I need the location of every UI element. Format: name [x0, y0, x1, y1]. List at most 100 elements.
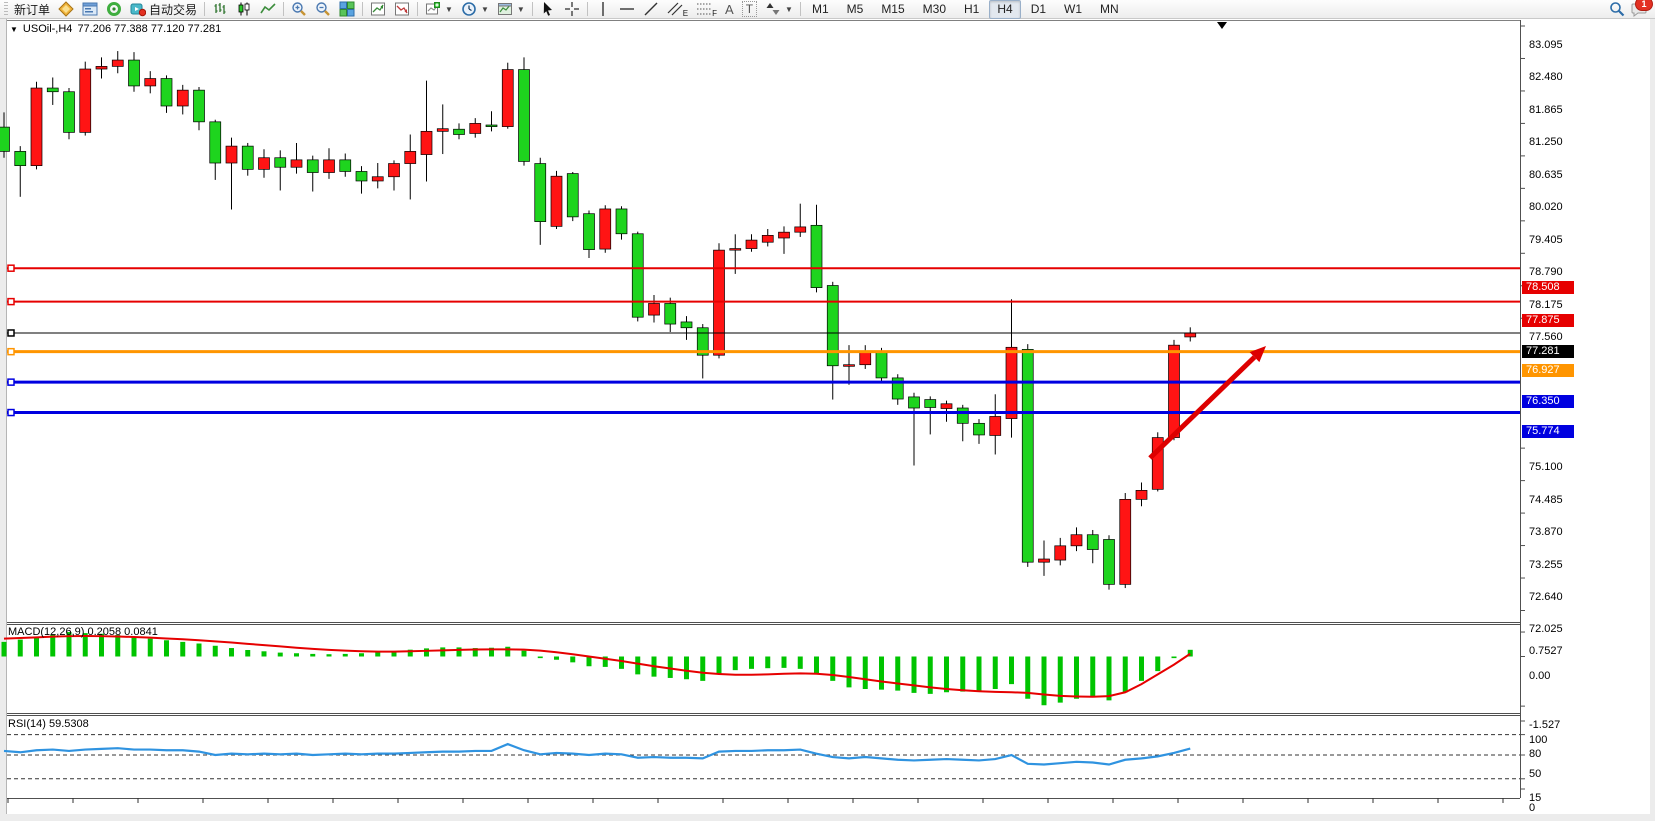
indicator-window-2-icon	[395, 2, 410, 16]
candle-body	[761, 235, 774, 243]
candle-body	[1021, 349, 1034, 563]
bar-chart-button[interactable]	[208, 1, 232, 18]
candle-body	[583, 213, 595, 250]
period-button[interactable]: ▼	[457, 1, 493, 18]
candle-body	[323, 159, 335, 173]
crosshair-button[interactable]	[560, 1, 584, 18]
axis-tick-label: 73.870	[1529, 526, 1563, 539]
template-button[interactable]: ▼	[493, 1, 529, 18]
candle-body	[274, 157, 287, 168]
zoom-out-icon	[316, 2, 330, 16]
toolbar-separator	[283, 2, 285, 16]
trendline-button[interactable]	[639, 1, 663, 18]
price-level-label: 75.774	[1522, 425, 1574, 439]
candle-body	[306, 159, 319, 173]
candle-body	[550, 175, 563, 227]
channel-button[interactable]: E	[663, 1, 692, 18]
axis-tick-label: 74.485	[1529, 493, 1563, 506]
timeframe-button-h4[interactable]: H4	[989, 0, 1021, 19]
candle-body	[1070, 534, 1083, 547]
new-order-label: 新订单	[14, 2, 51, 17]
add-indicator-button[interactable]: ▼	[421, 1, 457, 18]
market-watch-button[interactable]	[54, 1, 78, 18]
timeframe-button-m30[interactable]: M30	[922, 1, 946, 16]
period-clock-icon	[462, 2, 476, 16]
chart-shift-marker[interactable]	[1217, 22, 1227, 29]
notifications-button[interactable]: 1	[1631, 0, 1653, 17]
toolbar-grip[interactable]	[4, 2, 8, 16]
chart-canvas[interactable]	[0, 19, 1655, 821]
level-handle[interactable]	[7, 408, 15, 417]
line-chart-icon	[260, 3, 276, 14]
indicator-window-button-1[interactable]	[366, 1, 390, 18]
line-chart-button[interactable]	[256, 1, 280, 18]
candlestick-chart-button[interactable]	[232, 1, 256, 18]
signals-button[interactable]	[102, 1, 126, 18]
timeframe-button-w1[interactable]: W1	[1064, 1, 1083, 16]
level-handle[interactable]	[7, 378, 15, 386]
timeframe-button-m1[interactable]: M1	[811, 1, 829, 16]
rsi-line	[3, 742, 1191, 766]
candle-body	[713, 249, 725, 356]
candle-body	[128, 59, 140, 87]
equidistant-channel-icon	[667, 2, 683, 16]
new-order-button[interactable]: 新订单	[10, 1, 54, 18]
timeframe-button-mn[interactable]: MN	[1100, 1, 1119, 16]
trend-arrow-line[interactable]	[1148, 355, 1257, 460]
chevron-down-icon[interactable]: ▼	[10, 24, 18, 34]
text-label-button[interactable]: T	[738, 1, 761, 18]
candle-body	[436, 128, 449, 132]
axis-tick-label: 75.100	[1529, 461, 1563, 474]
toolbar-separator	[204, 2, 206, 16]
text-button[interactable]: A	[721, 1, 738, 18]
template-icon	[497, 3, 512, 15]
timeframe-button-m15[interactable]: M15	[881, 1, 905, 16]
tile-windows-button[interactable]	[335, 1, 359, 18]
autotrading-icon	[130, 3, 147, 17]
candle-body	[518, 69, 530, 162]
zoom-in-button[interactable]	[287, 1, 311, 18]
shapes-button[interactable]: ▼	[761, 1, 797, 18]
zoom-out-button[interactable]	[311, 1, 335, 18]
candle-body	[225, 145, 238, 164]
candle-body	[843, 364, 855, 367]
axis-tick-label: 80	[1529, 747, 1542, 760]
candle-body	[258, 157, 270, 170]
axis-tick-label: 77.560	[1529, 331, 1563, 344]
tile-windows-icon	[339, 1, 355, 17]
horizontal-line-button[interactable]	[615, 1, 639, 18]
candle-body	[95, 66, 108, 70]
level-handle[interactable]	[7, 347, 15, 356]
level-handle[interactable]	[7, 329, 15, 337]
indicator-window-button-2[interactable]	[390, 1, 414, 18]
notification-badge: 1	[1635, 0, 1653, 11]
level-handle[interactable]	[7, 297, 15, 306]
navigator-button[interactable]	[78, 1, 102, 18]
axis-tick-label: 81.250	[1529, 136, 1563, 149]
timeframe-button-d1[interactable]: D1	[1030, 1, 1047, 16]
fibonacci-icon	[697, 3, 712, 15]
search-icon[interactable]	[1609, 1, 1625, 17]
vertical-line-icon	[602, 2, 604, 16]
symbol-label: ▼ USOil-,H4 77.206 77.388 77.120 77.281	[10, 23, 221, 35]
vertical-line-button[interactable]	[591, 1, 615, 18]
candle-body	[810, 224, 823, 288]
autotrading-button[interactable]: 自动交易	[126, 1, 201, 18]
trend-arrow-head[interactable]	[1249, 346, 1266, 363]
candle-body	[973, 422, 985, 436]
text-label-icon: T	[741, 1, 758, 17]
macd-pane	[1, 632, 1193, 706]
candle-body	[1119, 499, 1132, 585]
candle-body	[209, 121, 222, 164]
timeframe-button-m5[interactable]: M5	[846, 1, 864, 16]
fibonacci-button[interactable]: F	[692, 1, 721, 18]
chevron-down-icon: ▼	[516, 4, 525, 14]
timeframe-button-h1[interactable]: H1	[964, 1, 980, 16]
window-right-edge	[1650, 19, 1655, 821]
level-handle[interactable]	[7, 264, 15, 272]
axis-tick-label: 80.635	[1529, 168, 1563, 181]
candle-body	[1168, 344, 1180, 438]
arrows-shapes-icon	[766, 3, 780, 15]
cursor-button[interactable]	[536, 1, 560, 18]
